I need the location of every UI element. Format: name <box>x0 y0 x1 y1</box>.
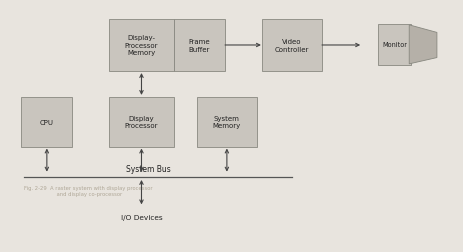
FancyBboxPatch shape <box>262 19 321 72</box>
FancyBboxPatch shape <box>109 19 174 72</box>
FancyBboxPatch shape <box>378 25 411 65</box>
Text: System
Memory: System Memory <box>213 115 241 129</box>
Text: Video
Controller: Video Controller <box>274 39 309 52</box>
Polygon shape <box>409 26 437 65</box>
Text: and display co-processor: and display co-processor <box>24 191 122 196</box>
Text: I/O Devices: I/O Devices <box>121 214 163 220</box>
Text: Display-
Processor
Memory: Display- Processor Memory <box>125 35 158 56</box>
FancyBboxPatch shape <box>197 97 257 147</box>
Text: Monitor: Monitor <box>383 42 408 48</box>
FancyBboxPatch shape <box>109 97 174 147</box>
Text: Frame
Buffer: Frame Buffer <box>188 39 210 52</box>
Text: System Bus: System Bus <box>126 165 171 174</box>
FancyBboxPatch shape <box>21 97 72 147</box>
Text: Display
Processor: Display Processor <box>125 115 158 129</box>
Text: Fig. 2-29  A raster system with display processor: Fig. 2-29 A raster system with display p… <box>24 185 152 190</box>
FancyBboxPatch shape <box>174 19 225 72</box>
Text: CPU: CPU <box>40 119 54 125</box>
